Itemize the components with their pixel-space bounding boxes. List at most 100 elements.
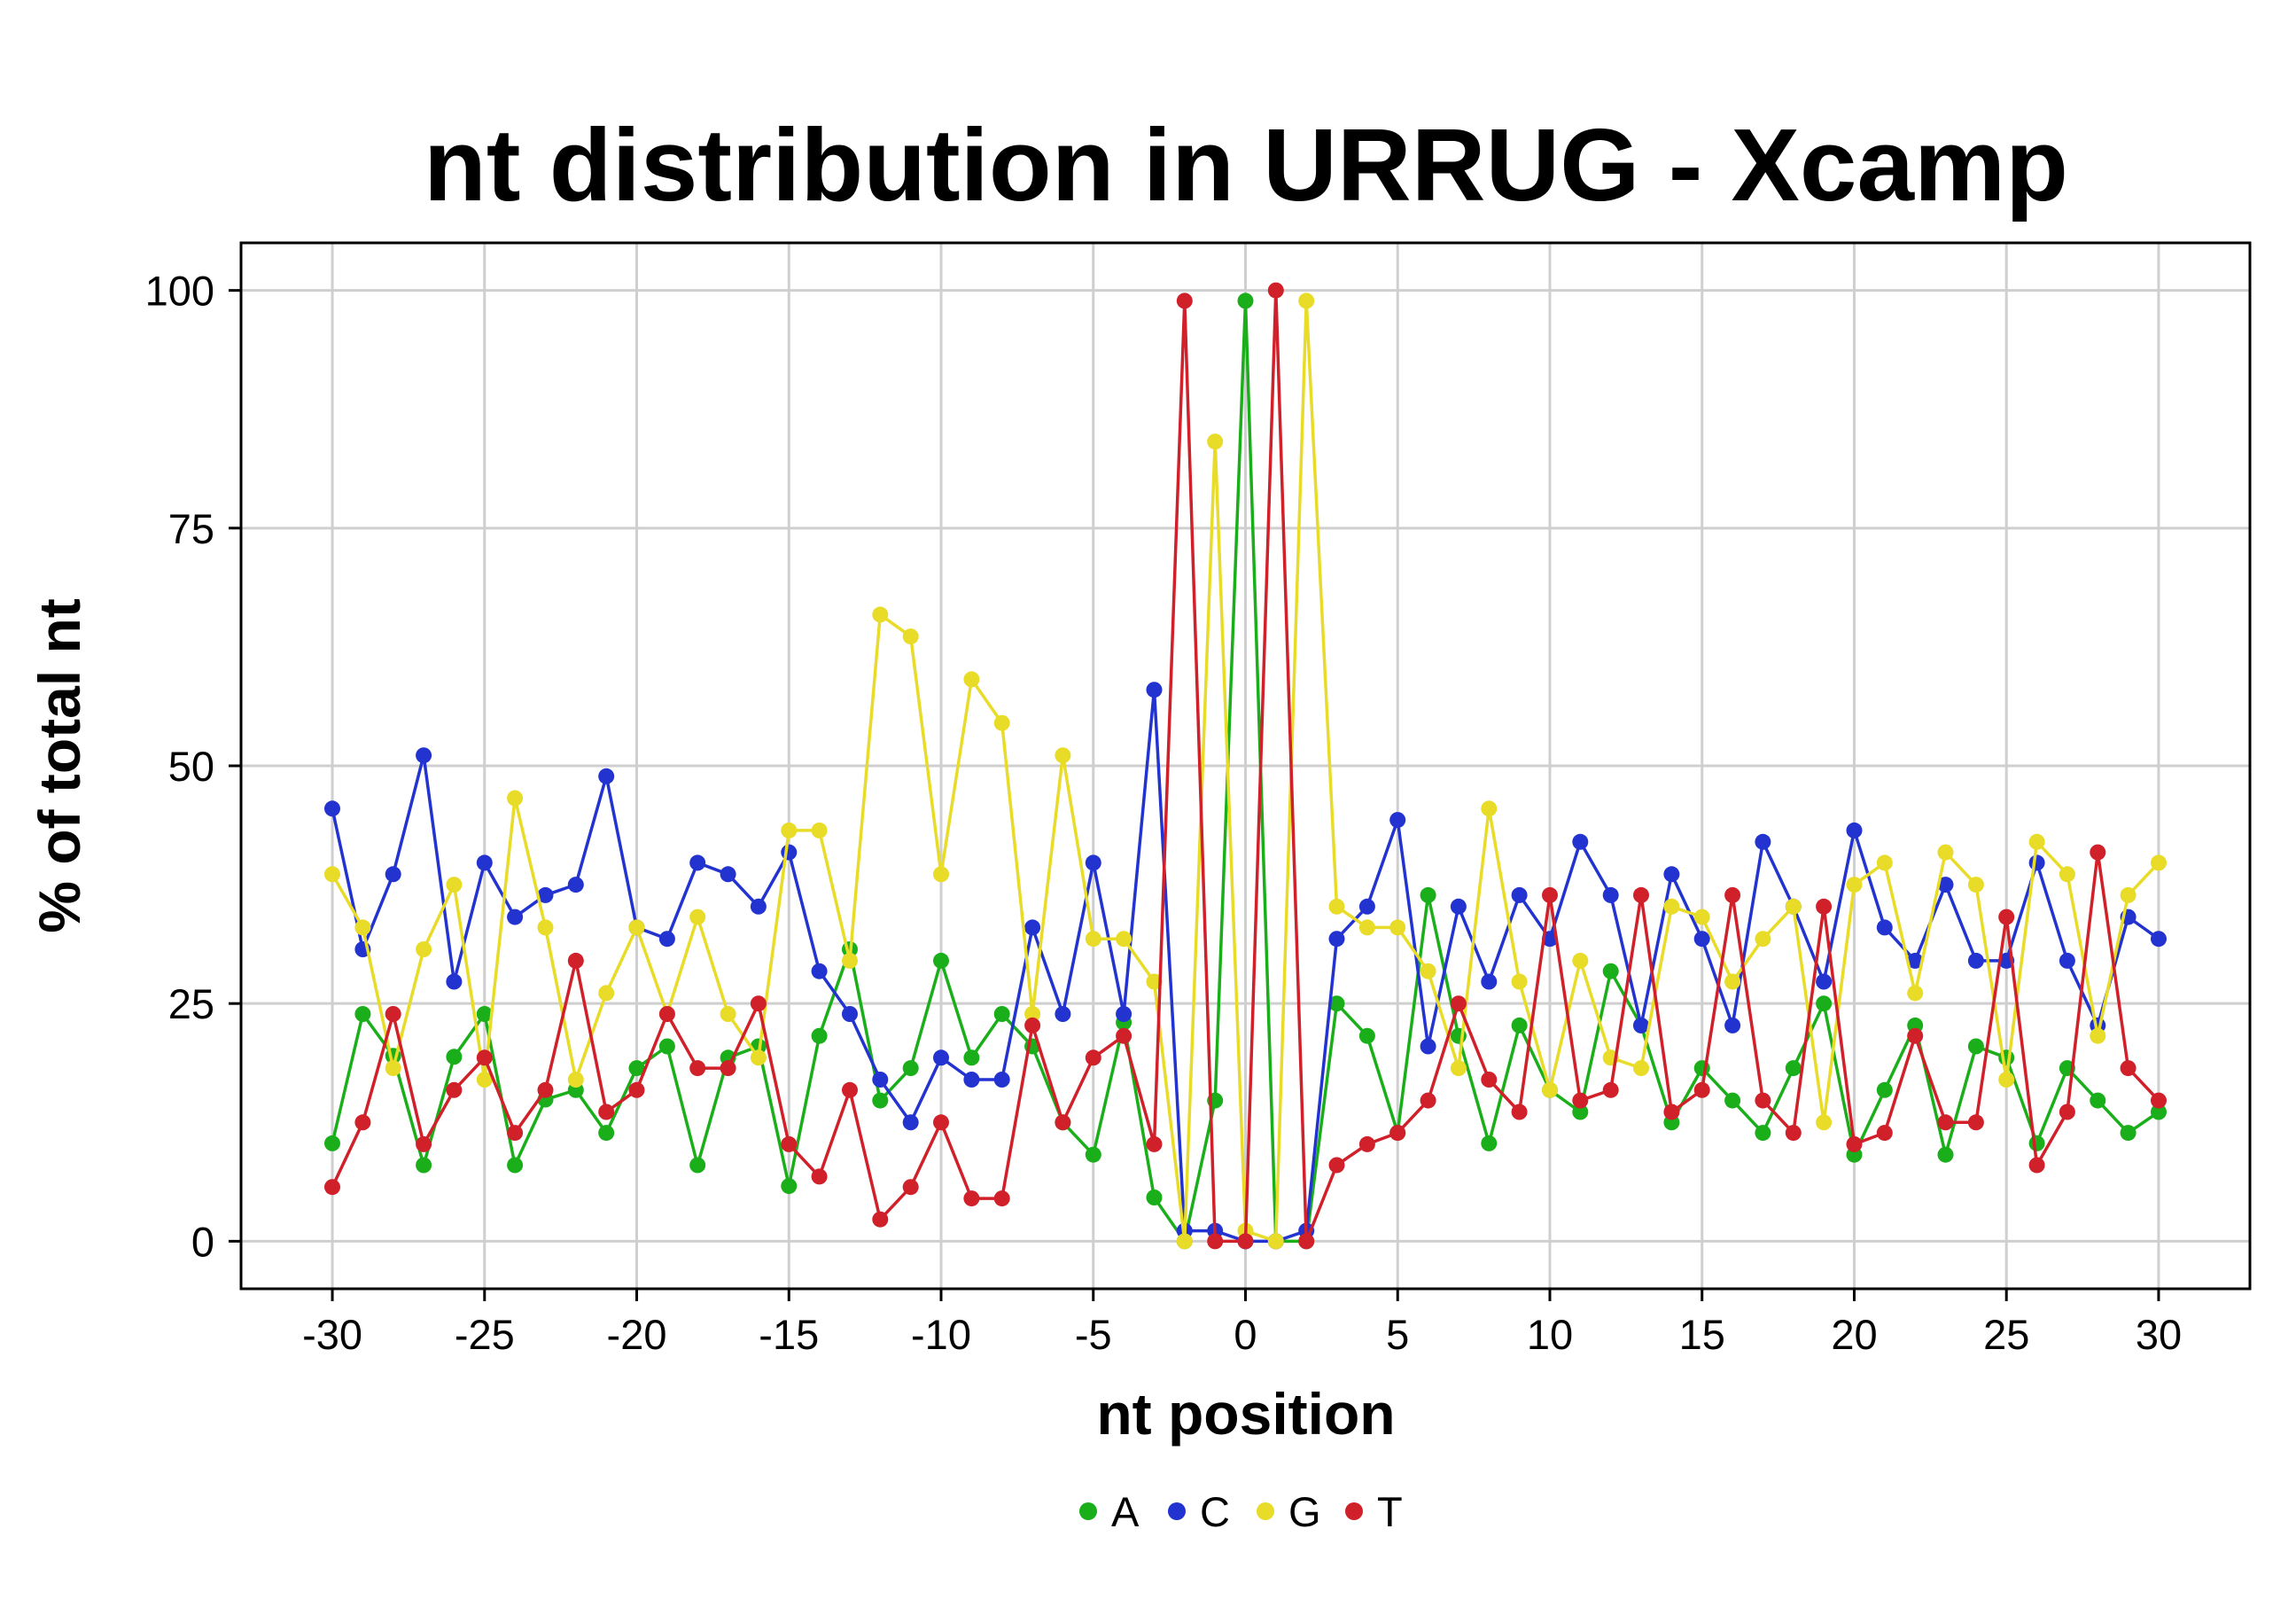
data-point-G <box>1450 1060 1467 1077</box>
data-point-G <box>1572 952 1589 969</box>
data-point-T <box>1207 1233 1224 1250</box>
x-tick-label: 25 <box>1983 1311 2029 1358</box>
data-point-G <box>1663 898 1680 915</box>
data-point-C <box>1055 1006 1071 1022</box>
data-point-C <box>567 877 584 893</box>
data-point-T <box>1298 1233 1315 1250</box>
data-point-A <box>1358 1027 1375 1044</box>
data-point-T <box>628 1081 645 1098</box>
data-point-T <box>1816 898 1833 915</box>
data-point-C <box>842 1006 858 1022</box>
data-point-T <box>1085 1049 1101 1066</box>
data-point-G <box>1816 1114 1833 1131</box>
data-point-C <box>507 909 524 925</box>
data-point-A <box>598 1125 615 1142</box>
data-point-C <box>902 1114 919 1131</box>
data-point-G <box>872 606 889 623</box>
data-point-C <box>872 1072 889 1088</box>
data-point-G <box>993 714 1010 731</box>
data-point-A <box>1085 1146 1101 1163</box>
data-point-G <box>1176 1233 1193 1250</box>
data-point-T <box>1785 1125 1802 1142</box>
data-point-A <box>1481 1135 1498 1151</box>
data-point-T <box>1267 282 1284 299</box>
data-point-G <box>1755 931 1771 948</box>
data-point-A <box>1511 1017 1528 1034</box>
data-point-A <box>1967 1038 1984 1055</box>
data-point-A <box>2090 1092 2106 1109</box>
data-point-A <box>1420 886 1436 903</box>
data-point-G <box>1693 909 1710 925</box>
data-point-C <box>385 866 401 883</box>
y-tick-label: 50 <box>168 743 214 790</box>
data-point-A <box>1785 1060 1802 1077</box>
data-point-G <box>598 985 615 1002</box>
data-point-C <box>750 898 767 915</box>
data-point-A <box>476 1006 493 1022</box>
y-tick-label: 75 <box>168 505 214 552</box>
data-point-A <box>1237 292 1254 309</box>
data-point-T <box>1481 1072 1498 1088</box>
data-point-A <box>1602 963 1619 979</box>
data-point-T <box>385 1006 401 1022</box>
data-point-C <box>1389 812 1406 829</box>
data-point-T <box>933 1114 949 1131</box>
data-point-T <box>476 1049 493 1066</box>
data-point-T <box>2090 844 2106 861</box>
legend-label-C: C <box>1200 1488 1230 1535</box>
data-point-C <box>1116 1006 1132 1022</box>
data-point-T <box>537 1081 554 1098</box>
data-point-C <box>1937 877 1954 893</box>
data-point-C <box>658 931 675 948</box>
data-point-G <box>1511 973 1528 990</box>
data-point-G <box>385 1060 401 1077</box>
data-point-A <box>507 1157 524 1174</box>
data-point-G <box>1207 433 1224 450</box>
data-point-G <box>1633 1060 1649 1077</box>
data-point-C <box>1602 886 1619 903</box>
data-point-A <box>872 1092 889 1109</box>
data-point-A <box>1572 1104 1589 1120</box>
data-point-C <box>1693 931 1710 948</box>
data-point-G <box>446 877 463 893</box>
data-point-T <box>1389 1125 1406 1142</box>
data-point-A <box>628 1060 645 1077</box>
data-point-G <box>354 919 371 936</box>
data-point-T <box>1846 1135 1863 1152</box>
data-point-T <box>416 1135 432 1152</box>
x-tick-label: -5 <box>1075 1311 1112 1358</box>
data-point-A <box>963 1049 980 1066</box>
data-point-T <box>1146 1135 1163 1152</box>
data-point-T <box>750 995 767 1012</box>
data-point-A <box>446 1049 463 1065</box>
data-point-G <box>1542 1081 1558 1098</box>
data-point-G <box>1785 898 1802 915</box>
data-point-T <box>1450 995 1467 1012</box>
data-point-T <box>993 1190 1010 1207</box>
data-point-C <box>1481 973 1498 990</box>
data-point-G <box>1420 963 1436 979</box>
x-axis-title: nt position <box>1096 1381 1395 1447</box>
data-point-T <box>689 1060 706 1077</box>
data-point-A <box>354 1006 371 1022</box>
data-point-T <box>1724 886 1741 903</box>
data-point-G <box>2028 833 2045 850</box>
data-point-A <box>1724 1092 1741 1109</box>
data-point-C <box>2059 952 2075 969</box>
data-point-A <box>2028 1135 2045 1151</box>
data-point-T <box>567 952 584 969</box>
grid-lines <box>241 243 2250 1289</box>
data-point-G <box>416 941 432 957</box>
data-point-C <box>1358 898 1375 915</box>
data-point-A <box>781 1178 798 1195</box>
data-point-G <box>1967 877 1984 893</box>
legend-swatch-A <box>1079 1502 1097 1520</box>
data-point-G <box>1358 919 1375 936</box>
data-point-T <box>1024 1017 1041 1034</box>
data-point-G <box>720 1006 736 1022</box>
data-point-C <box>1420 1038 1436 1055</box>
data-point-T <box>1633 886 1649 903</box>
data-point-G <box>1389 919 1406 936</box>
data-point-T <box>598 1104 615 1120</box>
